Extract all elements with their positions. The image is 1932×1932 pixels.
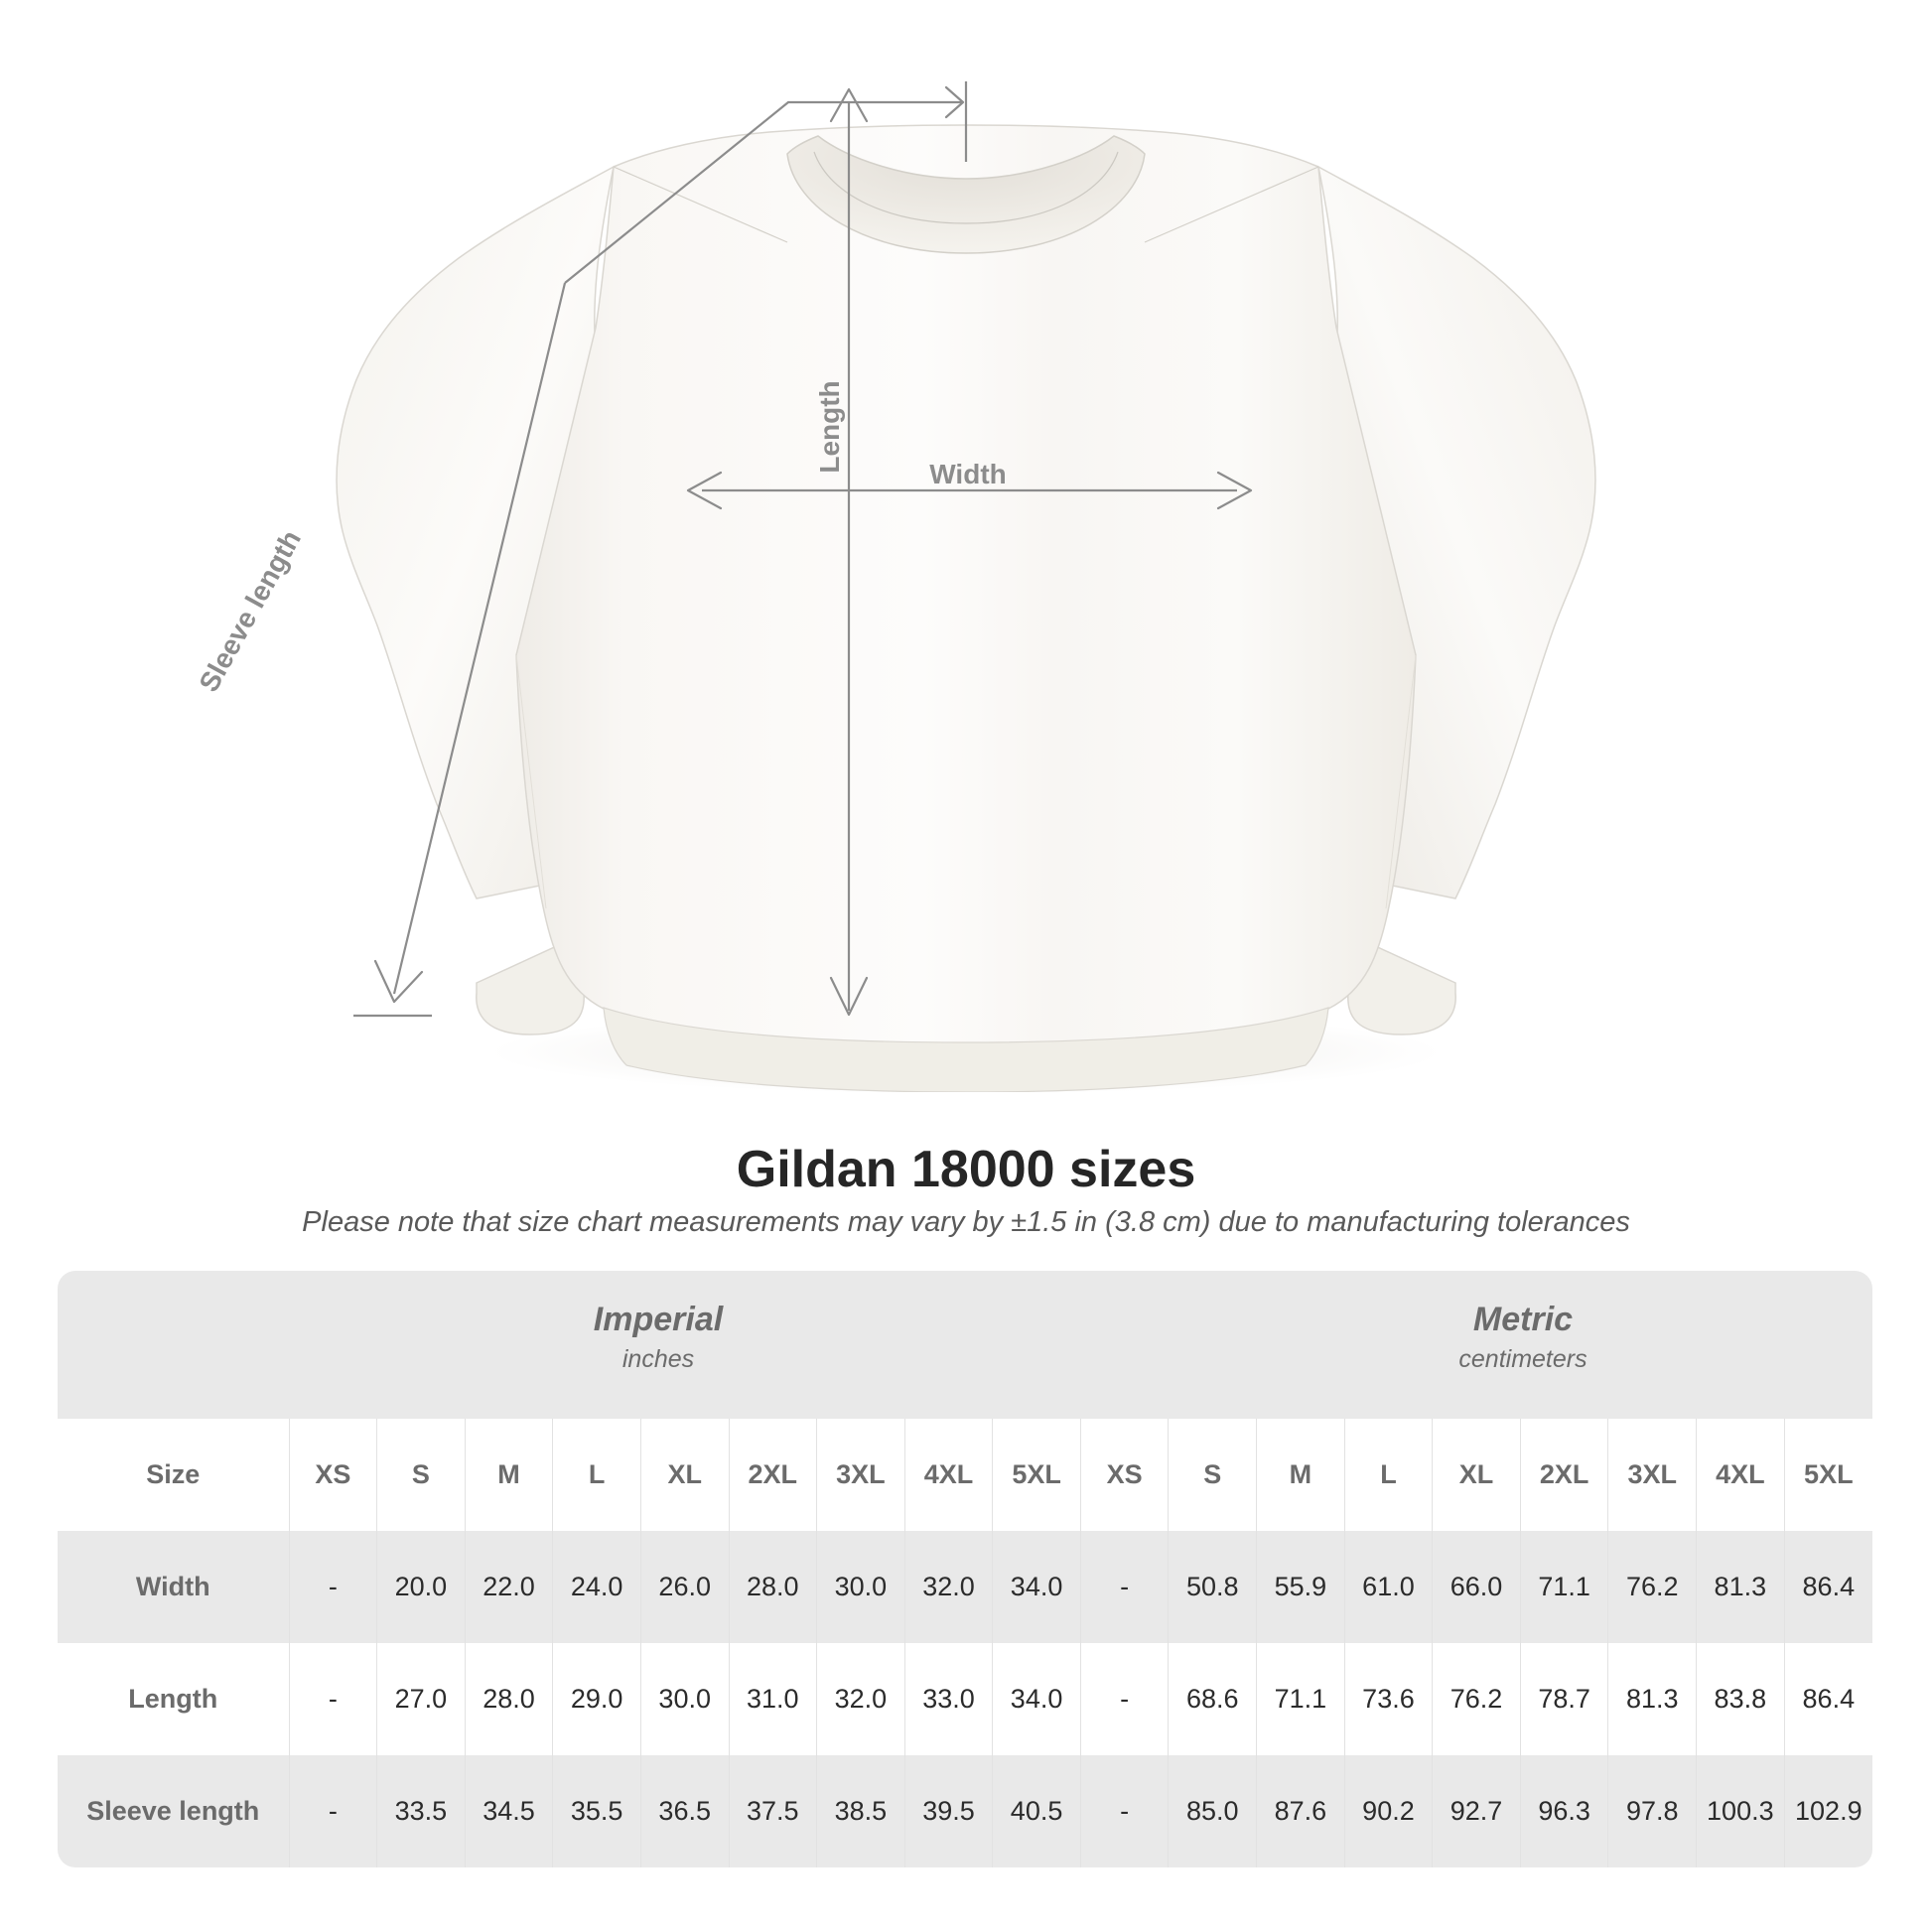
svg-text:Sleeve length: Sleeve length — [193, 525, 307, 697]
svg-text:Width: Width — [929, 459, 1007, 489]
svg-text:Length: Length — [814, 380, 845, 473]
